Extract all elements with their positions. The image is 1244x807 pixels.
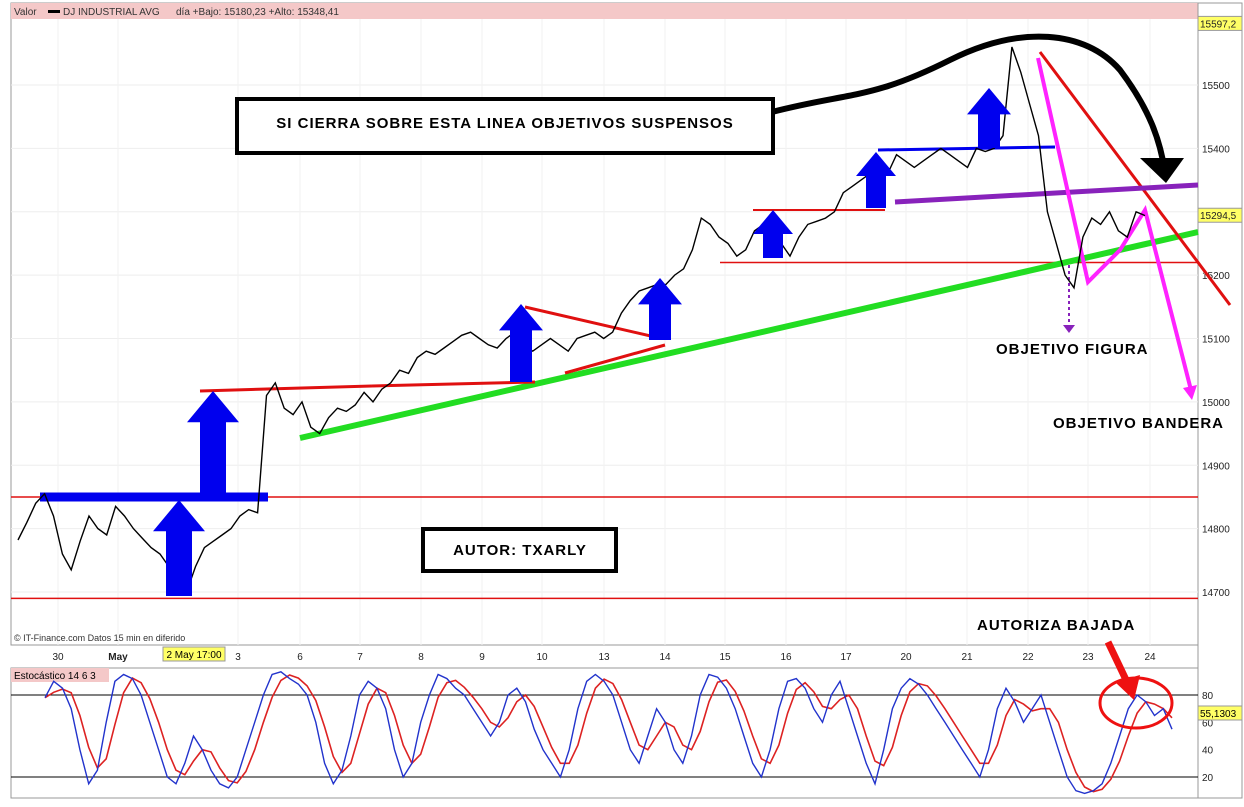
date-tick-label: 15 (719, 652, 731, 663)
date-tick-label: 14 (659, 652, 671, 663)
day-stats: día +Bajo: 15180,23 +Alto: 15348,41 (176, 7, 339, 18)
target-flag-label: OBJETIVO BANDERA (1053, 415, 1224, 432)
flag-target-arrowhead (1183, 385, 1197, 400)
price-tick-label: 15000 (1202, 398, 1230, 409)
date-tick-label: 16 (780, 652, 792, 663)
cursor-date-label: 2 May 17:00 (166, 650, 221, 661)
source-note: © IT-Finance.com Datos 15 min en diferid… (14, 633, 185, 643)
stochastic-k-line (44, 671, 1173, 795)
date-tick-label: 23 (1082, 652, 1094, 663)
target-dotted-arrowhead (1063, 325, 1075, 333)
price-tick-label: 15100 (1202, 335, 1230, 346)
date-tick-label: 17 (840, 652, 852, 663)
blue-up-arrow (187, 391, 239, 494)
suspense-box-label: SI CIERRA SOBRE ESTA LINEA OBJETIVOS SUS… (276, 115, 733, 132)
blue-top-line (877, 145, 1056, 152)
field-label: Valor (14, 7, 37, 18)
price-tick-label: 14800 (1202, 525, 1230, 536)
stochastic-panel-frame (10, 667, 1199, 799)
red-pointer-arrow (1104, 640, 1132, 686)
date-tick-label: 6 (297, 652, 303, 663)
date-tick-label: 30 (52, 652, 64, 663)
blue-up-arrow (856, 152, 896, 208)
triangle-upper (524, 305, 656, 339)
price-tick-label: 14900 (1202, 461, 1230, 472)
date-tick-label: 21 (961, 652, 973, 663)
breakout-arrows (153, 88, 1011, 596)
support-trendline (299, 229, 1199, 441)
neckline-purple (894, 182, 1199, 205)
blue-up-arrow (967, 88, 1011, 148)
series-swatch (48, 10, 60, 13)
price-tick-label: 15400 (1202, 144, 1230, 155)
date-tick-label: 20 (900, 652, 912, 663)
symbol-name: DJ INDUSTRIAL AVG (63, 7, 160, 18)
price-series-line (17, 46, 1146, 594)
date-tick-label: 3 (235, 652, 241, 663)
red-pointer-arrowhead (1115, 675, 1140, 700)
stochastic-y-ticks: 20 40 60 80 (11, 691, 1214, 784)
price-flag-label: 15597,2 (1200, 19, 1237, 30)
date-tick-label: 24 (1144, 652, 1156, 663)
flag-target-path (1036, 57, 1194, 395)
blue-up-arrow (638, 278, 682, 340)
price-flag-label: 15294,5 (1200, 211, 1237, 222)
stochastic-tick-label: 80 (1202, 691, 1214, 702)
triangle-lower (564, 343, 666, 375)
bearish-trendline (1038, 51, 1232, 306)
price-flags: 15597,2 15294,5 (1197, 15, 1243, 223)
price-tick-label: 15200 (1202, 271, 1230, 282)
date-tick-label: 22 (1022, 652, 1034, 663)
stochastic-tick-label: 20 (1202, 773, 1214, 784)
curved-black-arrow (771, 33, 1168, 173)
trend-annotations (40, 51, 1232, 502)
stochastic-tick-label: 60 (1202, 718, 1214, 729)
header-bar (11, 3, 1198, 19)
stochastic-value-flag-bg (1197, 705, 1243, 721)
stochastic-tick-label: 40 (1202, 746, 1214, 757)
date-tick-label: 10 (536, 652, 548, 663)
x-axis-ticks: 30 May 3 6 7 8 9 10 13 14 15 16 17 20 21 22 23 24 (52, 652, 1156, 663)
price-tick-label: 15500 (1202, 81, 1230, 92)
author-box (421, 527, 618, 573)
date-tick-label: 8 (418, 652, 424, 663)
blue-up-arrow (499, 304, 543, 382)
date-tick-label: 7 (357, 652, 363, 663)
suspense-box (235, 97, 775, 155)
price-flag-bg (1197, 207, 1243, 223)
date-tick-label: May (108, 652, 128, 663)
resistance-line-1 (199, 384, 373, 393)
author-box-label: AUTOR: TXARLY (453, 542, 587, 559)
curved-arrow-head (1140, 158, 1184, 183)
blue-up-arrow (153, 500, 205, 596)
cursor-date-badge (162, 646, 226, 662)
stochastic-title: Estocástico 14 6 3 (14, 671, 96, 682)
blue-up-arrow (753, 210, 793, 258)
date-tick-label: 13 (598, 652, 610, 663)
target-figure-label: OBJETIVO FIGURA (996, 341, 1149, 358)
authorize-down-label: AUTORIZA BAJADA (977, 617, 1135, 634)
resistance-line-2 (371, 380, 536, 388)
date-tick-label: 9 (479, 652, 485, 663)
stochastic-value-flag: 55,1303 (1200, 709, 1237, 720)
price-tick-label: 14700 (1202, 588, 1230, 599)
stochastic-title-bg (11, 668, 109, 682)
price-axis-panel (1197, 2, 1243, 799)
price-flag-bg (1197, 15, 1243, 31)
